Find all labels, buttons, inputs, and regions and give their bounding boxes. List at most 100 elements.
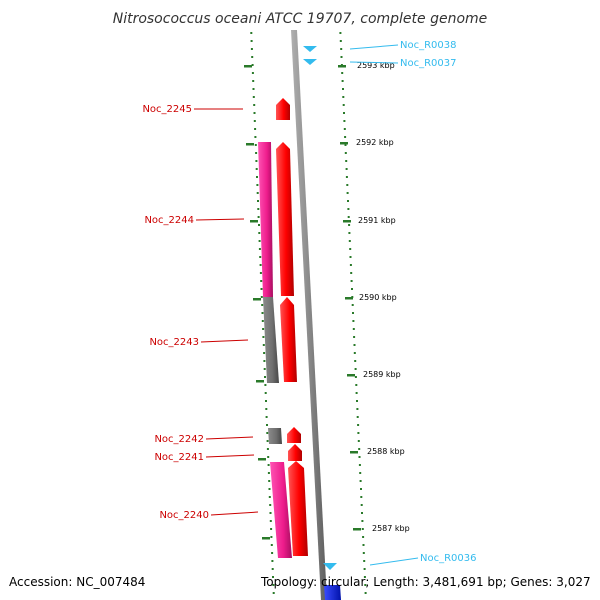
label-noc-2243[interactable]: Noc_2243 bbox=[149, 337, 199, 348]
label-noc-r0036[interactable]: Noc_R0036 bbox=[420, 553, 477, 564]
outer-ring-dot bbox=[359, 480, 362, 482]
inner-ring-dot bbox=[253, 112, 256, 114]
outer-ring-dot bbox=[354, 368, 357, 370]
outer-ring-dot bbox=[343, 112, 345, 114]
inner-ring-dot bbox=[272, 592, 275, 594]
inner-ring-dot bbox=[252, 96, 255, 98]
outer-ring-dot bbox=[360, 488, 362, 490]
label-noc-r0037[interactable]: Noc_R0037 bbox=[400, 58, 457, 69]
outer-ring-dot bbox=[358, 464, 361, 466]
label-noc-2242[interactable]: Noc_2242 bbox=[154, 434, 204, 445]
outer-ring-dot bbox=[343, 128, 346, 130]
inner-ring-dot bbox=[260, 296, 263, 298]
gene-feature-noc-2242[interactable] bbox=[287, 427, 301, 443]
gene-feature-noc-2244-magenta[interactable] bbox=[258, 142, 273, 297]
outer-ring-dot bbox=[355, 384, 358, 386]
rna-feature-noc-r0038[interactable] bbox=[303, 46, 317, 52]
inner-ring-dot bbox=[262, 336, 265, 338]
outer-ring-dot bbox=[357, 432, 360, 434]
gene-feature-noc-2242-gray[interactable] bbox=[268, 428, 282, 444]
gene-feature-noc-2244[interactable] bbox=[276, 142, 294, 296]
inner-ring-dot bbox=[268, 496, 271, 498]
leader-line-noc-2241 bbox=[205, 454, 255, 458]
outer-ring-dot bbox=[350, 272, 353, 274]
leader-line-noc-2242 bbox=[205, 436, 254, 440]
inner-ring-dot bbox=[250, 48, 253, 50]
outer-ring-dot bbox=[364, 592, 367, 594]
inner-ring-dot bbox=[264, 384, 267, 386]
outer-ring-dot bbox=[339, 40, 342, 42]
inner-ring-dot bbox=[251, 56, 254, 58]
scale-label-2589: 2589 kbp bbox=[363, 370, 401, 379]
scale-label-2588: 2588 kbp bbox=[367, 447, 405, 456]
outer-ring-dot bbox=[348, 224, 351, 226]
gene-feature-noc-2240[interactable] bbox=[288, 461, 308, 556]
leader-line-noc-2243 bbox=[200, 339, 249, 343]
outer-ring-dot bbox=[348, 240, 351, 242]
gene-feature-noc-2243[interactable] bbox=[280, 297, 297, 382]
label-noc-2240[interactable]: Noc_2240 bbox=[159, 510, 209, 521]
outer-ring-dot bbox=[353, 344, 356, 346]
inner-ring-dot bbox=[268, 480, 271, 482]
scale-label-2593: 2593 kbp bbox=[357, 61, 395, 70]
outer-ring-dot bbox=[353, 352, 356, 354]
inner-ring-dot bbox=[263, 368, 266, 370]
leader-line-noc-r0036 bbox=[369, 557, 419, 566]
outer-ring-dot bbox=[344, 152, 347, 154]
inner-ring-dot bbox=[260, 288, 263, 290]
inner-ring-dot bbox=[263, 352, 266, 354]
label-noc-2241[interactable]: Noc_2241 bbox=[154, 452, 204, 463]
label-noc-r0038[interactable]: Noc_R0038 bbox=[400, 40, 457, 51]
outer-ring-dot bbox=[352, 328, 355, 330]
outer-ring-dot bbox=[363, 568, 366, 570]
inner-ring-dot bbox=[270, 536, 273, 538]
inner-ring-dot bbox=[261, 312, 264, 314]
inner-ring-dot bbox=[272, 584, 275, 586]
rna-labels: Noc_R0038 Noc_R0037 Noc_R0036 bbox=[349, 40, 477, 566]
outer-ring-dot bbox=[354, 376, 357, 378]
inner-ring-dot bbox=[259, 272, 262, 274]
leader-line-noc-r0037 bbox=[349, 61, 399, 64]
inner-ring-dot bbox=[262, 328, 265, 330]
topology-text: Topology: circular; Length: 3,481,691 bp… bbox=[260, 575, 591, 589]
gene-feature-noc-2241[interactable] bbox=[288, 444, 302, 461]
outer-ring-dot bbox=[346, 192, 349, 194]
outer-ring-dot bbox=[339, 32, 342, 34]
scale-tick-marks bbox=[338, 65, 361, 531]
gene-feature-noc-2245[interactable] bbox=[276, 98, 290, 120]
rna-feature-noc-r0037[interactable] bbox=[303, 59, 317, 65]
inner-ring-dot bbox=[259, 264, 262, 266]
scale-label-2592: 2592 kbp bbox=[356, 138, 394, 147]
outer-ring-dot bbox=[342, 88, 344, 90]
inner-ring-dot bbox=[266, 440, 269, 442]
outer-ring-dot bbox=[358, 456, 361, 458]
inner-ring-dot bbox=[255, 160, 258, 162]
gene-feature-noc-2243-gray[interactable] bbox=[263, 297, 279, 383]
outer-ring-dot bbox=[355, 392, 358, 394]
outer-ring-dot bbox=[360, 496, 363, 498]
scale-label-2591: 2591 kbp bbox=[358, 216, 396, 225]
outer-ring-dot bbox=[345, 160, 348, 162]
outer-ring-dot bbox=[348, 232, 351, 234]
inner-ring-dot bbox=[250, 32, 253, 34]
rna-feature-noc-r0036[interactable] bbox=[323, 563, 337, 570]
inner-ring-dot bbox=[253, 104, 256, 106]
inner-ring-dot bbox=[260, 280, 263, 282]
inner-ring-dot bbox=[254, 136, 257, 138]
inner-ring-dot bbox=[265, 408, 268, 410]
outer-ring-dot bbox=[356, 416, 359, 418]
inner-ring-dot bbox=[251, 72, 254, 74]
inner-ring-dot bbox=[256, 192, 259, 194]
label-noc-2245[interactable]: Noc_2245 bbox=[142, 104, 192, 115]
inner-ring-dot bbox=[253, 120, 256, 122]
inner-ring-dot bbox=[269, 504, 272, 506]
outer-ring-dot bbox=[345, 168, 348, 170]
inner-ring-dot bbox=[261, 320, 264, 322]
gene-labels: Noc_2245 Noc_2244 Noc_2243 Noc_2242 Noc_… bbox=[142, 104, 259, 521]
outer-ring-dot bbox=[352, 312, 354, 314]
scale-label-2590: 2590 kbp bbox=[359, 293, 397, 302]
gene-feature-noc-2240-magenta[interactable] bbox=[270, 462, 292, 558]
label-noc-2244[interactable]: Noc_2244 bbox=[144, 215, 194, 226]
gene-features bbox=[258, 98, 308, 558]
outer-dotted-ring bbox=[339, 32, 367, 594]
